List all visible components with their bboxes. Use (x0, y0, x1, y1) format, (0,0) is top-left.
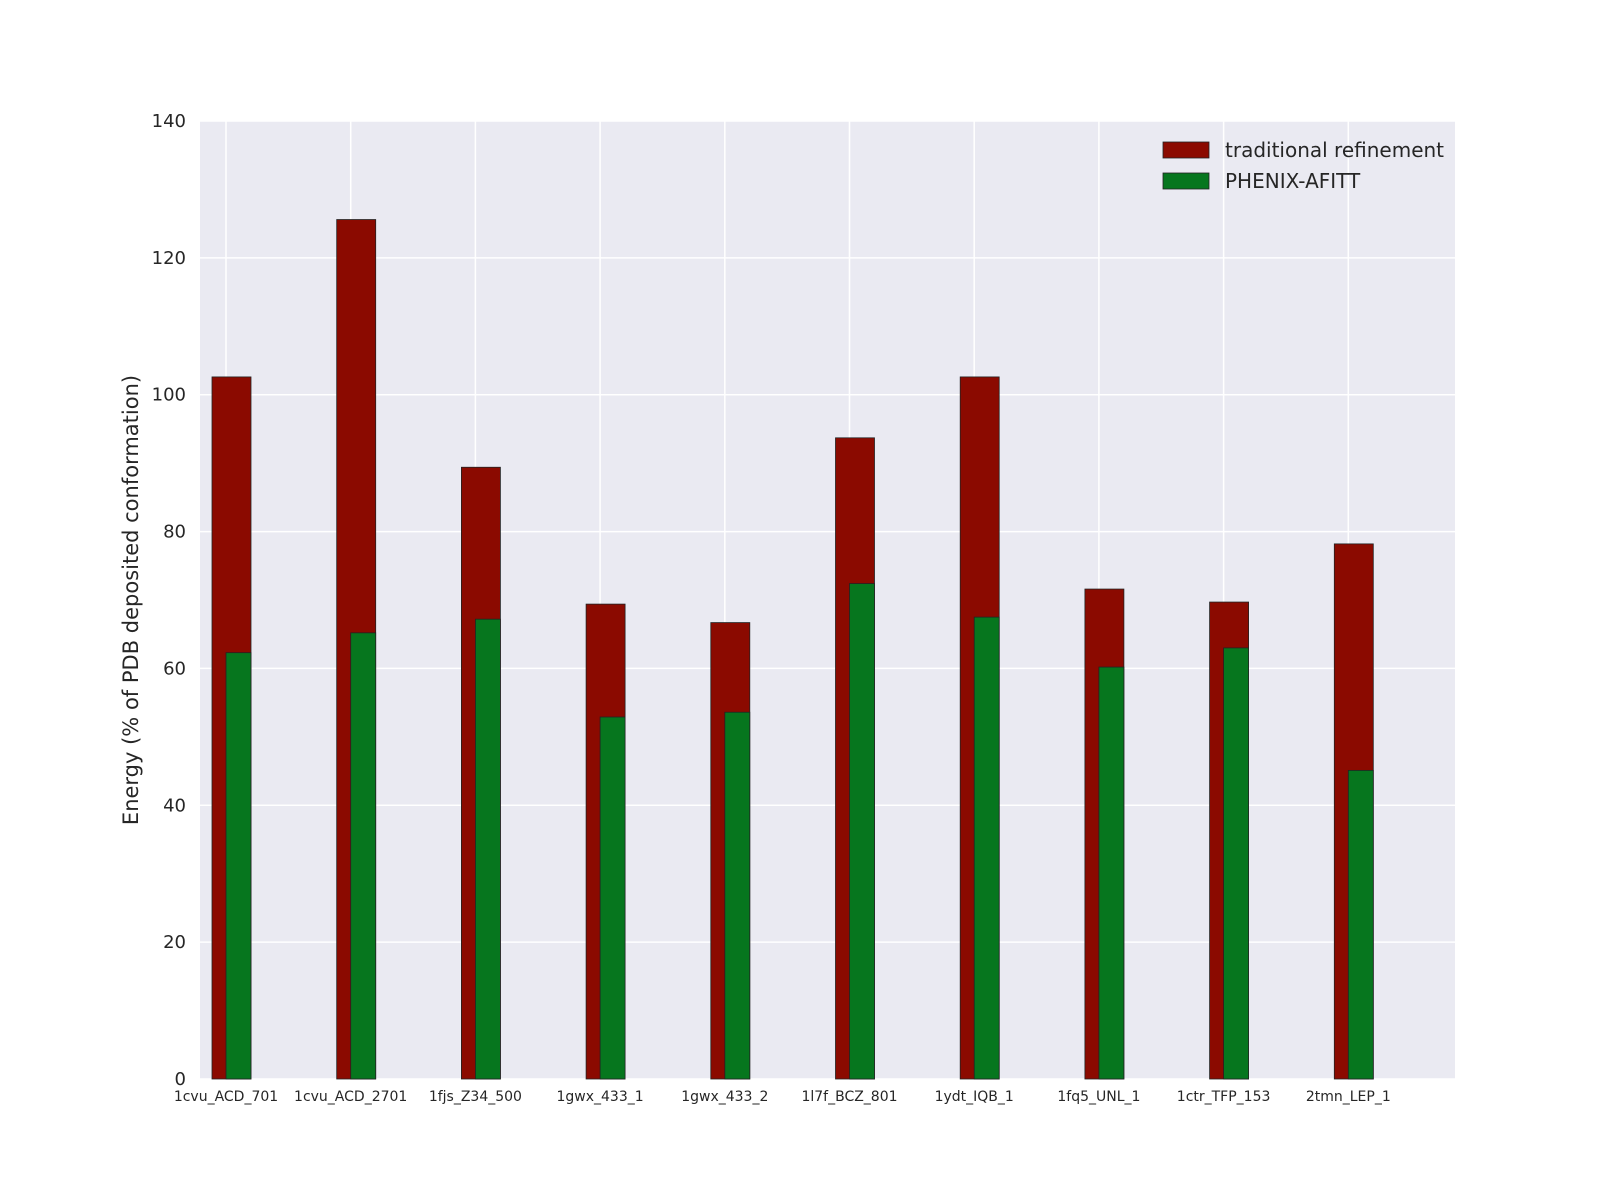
y-tick-label: 120 (152, 248, 186, 269)
y-tick-labels: 0 20 40 60 80 100 120 140 (152, 111, 186, 1090)
y-tick-label: 140 (152, 111, 186, 132)
x-tick-label: 1gwx_433_2 (681, 1089, 768, 1105)
x-tick-label: 2tmn_LEP_1 (1306, 1089, 1391, 1105)
bar-phenix-afitt (724, 711, 751, 1080)
y-tick-label: 80 (163, 522, 186, 543)
bar-phenix-afitt (973, 616, 1000, 1080)
x-tick-label: 1fjs_Z34_500 (429, 1089, 522, 1105)
legend-label: PHENIX-AFITT (1225, 169, 1361, 193)
legend-swatch (1162, 172, 1210, 190)
legend-swatch (1162, 141, 1210, 159)
y-tick-label: 20 (163, 932, 186, 953)
x-tick-label: 1l7f_BCZ_801 (801, 1089, 897, 1105)
y-tick-label: 60 (163, 658, 186, 679)
y-axis-label: Energy (% of PDB deposited conformation) (119, 375, 143, 825)
x-tick-label: 1fq5_UNL_1 (1057, 1089, 1140, 1105)
x-tick-label: 1ydt_IQB_1 (935, 1089, 1014, 1105)
bar-phenix-afitt (474, 618, 501, 1080)
y-tick-label: 0 (175, 1069, 186, 1090)
bars (211, 219, 1374, 1080)
bar-phenix-afitt (849, 583, 875, 1080)
y-tick-label: 100 (152, 385, 186, 406)
bar-phenix-afitt (1223, 647, 1249, 1080)
bar-phenix-afitt (225, 652, 252, 1080)
plot-background (200, 121, 1455, 1079)
bar-phenix-afitt (350, 632, 377, 1080)
x-tick-label: 1cvu_ACD_2701 (294, 1089, 407, 1105)
legend-label: traditional refinement (1225, 138, 1444, 162)
bar-phenix-afitt (1098, 666, 1125, 1080)
bar-phenix-afitt (1347, 769, 1374, 1080)
bar-phenix-afitt (599, 716, 626, 1080)
legend: traditional refinement PHENIX-AFITT (1162, 138, 1444, 193)
x-tick-label: 1ctr_TFP_153 (1177, 1089, 1271, 1105)
y-tick-label: 40 (163, 795, 186, 816)
x-tick-label: 1cvu_ACD_701 (174, 1089, 278, 1105)
x-tick-label: 1gwx_433_1 (557, 1089, 644, 1105)
x-tick-labels: 1cvu_ACD_701 1cvu_ACD_2701 1fjs_Z34_500 1gw… (174, 1089, 1391, 1105)
